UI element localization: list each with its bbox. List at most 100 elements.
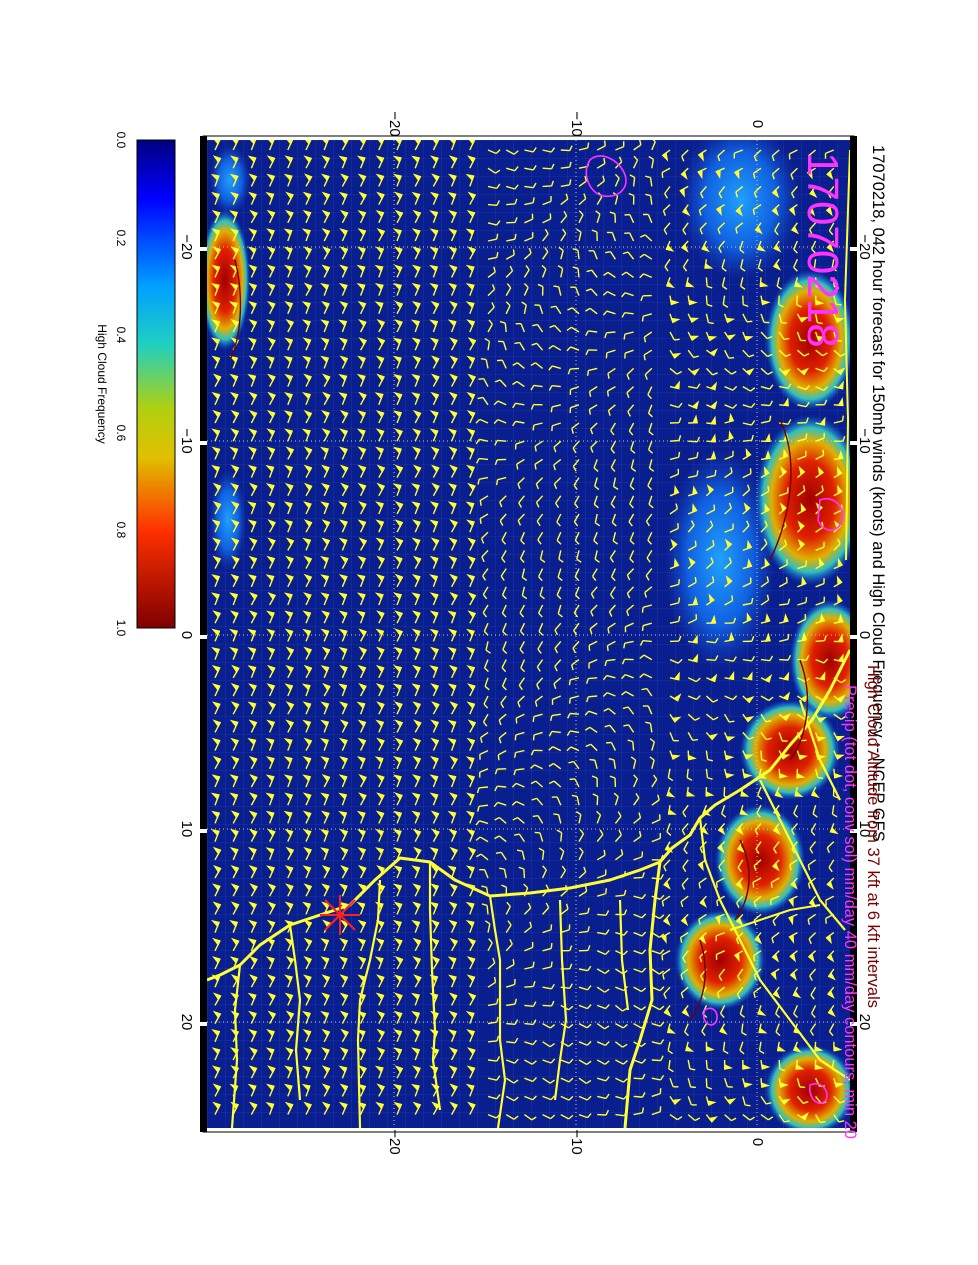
wind-barb bbox=[797, 384, 810, 391]
wind-barb bbox=[467, 337, 477, 351]
wind-barb bbox=[211, 337, 221, 351]
wind-barb bbox=[430, 737, 440, 751]
wind-barb bbox=[701, 240, 710, 253]
wind-barb bbox=[247, 992, 257, 1006]
wind-barb bbox=[266, 246, 276, 260]
wind-barb bbox=[760, 674, 773, 683]
wind-barb bbox=[548, 730, 561, 737]
wind-barb bbox=[828, 222, 835, 236]
wind-barb bbox=[779, 598, 791, 606]
wind-barb bbox=[249, 883, 258, 897]
wind-barb bbox=[754, 932, 763, 945]
wind-barb bbox=[807, 149, 817, 162]
wind-barb bbox=[301, 1065, 311, 1079]
wind-barb bbox=[338, 373, 348, 387]
wind-barb bbox=[833, 768, 844, 779]
wind-barb bbox=[303, 1047, 312, 1061]
wind-barb bbox=[742, 612, 753, 624]
wind-barb bbox=[394, 573, 404, 588]
wind-barb bbox=[448, 555, 458, 569]
wind-barb bbox=[302, 756, 312, 770]
wind-barb bbox=[375, 937, 385, 952]
wind-barb bbox=[357, 664, 367, 679]
subtitle-precip: Precip (tot dot, conv sol) mm/day 40 mm/… bbox=[841, 685, 859, 1139]
wind-barb bbox=[303, 464, 313, 478]
wind-barb bbox=[505, 1114, 519, 1120]
wind-barb bbox=[735, 185, 744, 198]
wind-barb bbox=[760, 538, 768, 551]
wind-barb bbox=[447, 192, 457, 205]
wind-barb bbox=[833, 538, 841, 551]
wind-barb bbox=[833, 653, 844, 663]
wind-barb bbox=[596, 888, 607, 897]
wind-barb bbox=[604, 331, 616, 339]
wind-barb bbox=[688, 470, 699, 479]
wind-barb bbox=[501, 659, 507, 673]
wind-barb bbox=[411, 501, 421, 515]
wind-barb bbox=[429, 282, 439, 296]
wind-barb bbox=[705, 313, 714, 325]
wind-barb bbox=[247, 1083, 257, 1097]
wind-barb bbox=[687, 400, 700, 410]
wind-barb bbox=[231, 664, 240, 679]
wind-barb bbox=[285, 646, 295, 660]
wind-barb bbox=[338, 628, 348, 642]
wind-barb bbox=[285, 664, 294, 679]
wind-barb bbox=[265, 483, 275, 497]
wind-barb bbox=[588, 404, 598, 415]
wind-barb bbox=[833, 466, 843, 479]
wind-barb bbox=[505, 1077, 519, 1084]
wind-barb bbox=[578, 985, 592, 991]
wind-barb bbox=[615, 1059, 628, 1065]
wind-barb bbox=[265, 465, 275, 478]
wind-barb bbox=[230, 319, 240, 333]
wind-barb bbox=[267, 391, 276, 406]
wind-barb bbox=[516, 849, 526, 860]
wind-barb bbox=[212, 901, 222, 915]
wind-barb bbox=[506, 165, 519, 172]
wind-barb bbox=[429, 628, 439, 642]
wind-barb bbox=[447, 319, 457, 333]
wind-barb bbox=[627, 739, 635, 751]
wind-barb bbox=[430, 391, 440, 406]
wind-barb bbox=[723, 750, 735, 761]
wind-barb bbox=[697, 149, 707, 162]
wind-barb bbox=[760, 400, 774, 407]
wind-barb bbox=[479, 731, 489, 744]
wind-barb bbox=[302, 1010, 311, 1024]
wind-barb bbox=[412, 828, 422, 842]
wind-barb bbox=[603, 707, 616, 715]
wind-barb bbox=[230, 901, 240, 915]
wind-barb bbox=[478, 377, 489, 387]
wind-barb bbox=[523, 902, 532, 915]
wind-barb bbox=[523, 921, 533, 934]
wind-barb bbox=[633, 872, 645, 879]
wind-barb bbox=[628, 192, 635, 205]
wind-barb bbox=[338, 282, 348, 296]
wind-barb bbox=[542, 163, 555, 170]
wind-barb bbox=[760, 713, 772, 723]
wind-barb bbox=[789, 950, 798, 963]
wind-barb bbox=[534, 831, 544, 842]
wind-barb bbox=[723, 313, 736, 324]
wind-barb bbox=[358, 628, 367, 642]
wind-barb bbox=[501, 604, 507, 618]
wind-barb bbox=[687, 349, 699, 359]
wind-barb bbox=[615, 930, 628, 936]
wind-barb bbox=[669, 579, 681, 588]
inland-border-8 bbox=[798, 699, 841, 801]
wind-barb bbox=[578, 907, 590, 916]
wind-barb bbox=[302, 774, 312, 788]
wind-barb bbox=[687, 331, 700, 342]
wind-barb bbox=[797, 560, 808, 570]
wind-barb bbox=[789, 859, 798, 871]
wind-barb bbox=[393, 373, 402, 387]
wind-barb bbox=[778, 768, 789, 779]
wind-barb bbox=[412, 173, 422, 187]
wind-barb bbox=[645, 513, 653, 527]
wind-barb bbox=[320, 938, 330, 952]
wind-barb bbox=[338, 610, 348, 624]
wind-barb bbox=[267, 337, 276, 351]
wind-barb bbox=[772, 258, 782, 271]
wind-barb bbox=[534, 440, 543, 452]
